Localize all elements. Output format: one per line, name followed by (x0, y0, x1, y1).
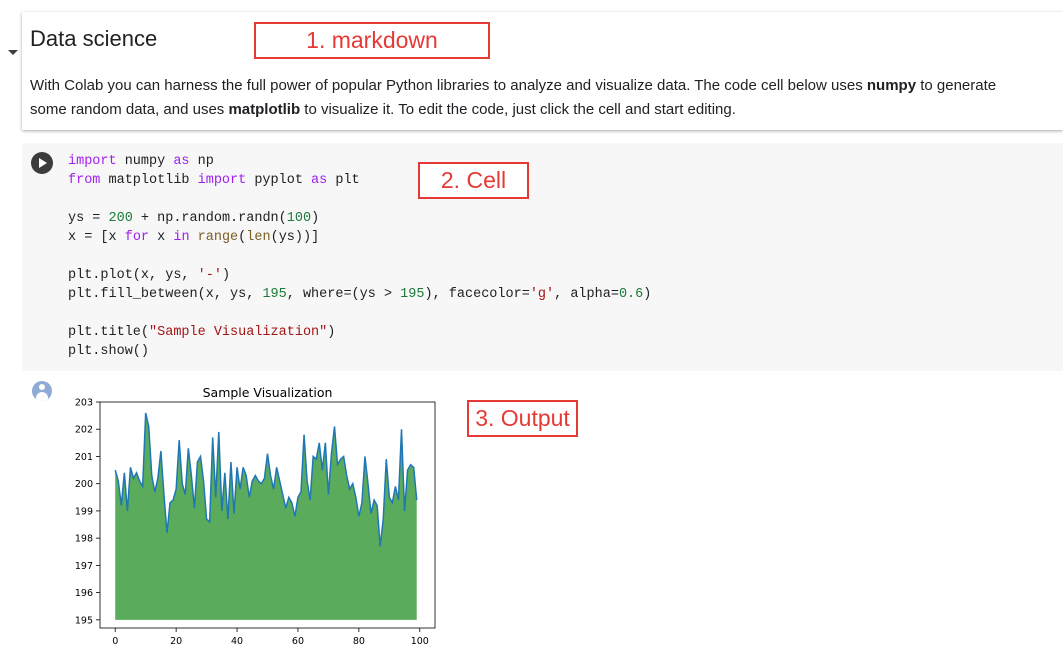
code-line: from matplotlib import pyplot as plt (68, 173, 360, 188)
matplotlib-bold: matplotlib (228, 101, 301, 118)
numpy-bold: numpy (866, 77, 917, 94)
section-heading: Data science (30, 26, 158, 51)
x-tick-label: 40 (231, 636, 243, 644)
markdown-paragraph: With Colab you can harness the full powe… (30, 77, 997, 118)
sample-visualization-chart: Sample Visualization19519619719819920020… (75, 385, 436, 644)
code-line: plt.show() (68, 344, 150, 359)
x-tick-label: 80 (353, 636, 365, 644)
annotation-markdown: 1. markdown (254, 22, 490, 59)
code-line: plt.title("Sample Visualization") (68, 325, 336, 340)
y-tick-label: 195 (75, 615, 93, 626)
y-tick-label: 201 (75, 452, 93, 463)
series-line (114, 412, 418, 547)
y-tick-label: 203 (75, 398, 93, 409)
y-tick-label: 202 (75, 425, 93, 436)
y-tick-label: 196 (75, 588, 93, 599)
y-tick-label: 199 (75, 506, 93, 517)
x-tick-label: 0 (112, 636, 118, 644)
annotation-output: 3. Output (467, 400, 578, 437)
markdown-cell[interactable]: Data science With Colab you can harness … (8, 12, 1063, 130)
code-line: import numpy as np (68, 154, 214, 169)
x-tick-label: 60 (292, 636, 304, 644)
code-line: ys = 200 + np.random.randn(100) (68, 211, 320, 226)
y-tick-label: 197 (75, 561, 93, 572)
code-editor[interactable]: import numpy as np from matplotlib impor… (68, 152, 651, 361)
x-tick-label: 100 (411, 636, 429, 644)
code-cell[interactable]: import numpy as np from matplotlib impor… (22, 143, 1063, 371)
output-avatar-icon[interactable] (32, 381, 52, 401)
code-line: plt.fill_between(x, ys, 195, where=(ys >… (68, 287, 652, 302)
fill-area (115, 412, 417, 620)
y-tick-label: 200 (75, 479, 93, 490)
plot-frame (99, 401, 436, 629)
y-tick-label: 198 (75, 534, 93, 545)
annotation-cell: 2. Cell (418, 162, 529, 199)
code-line: plt.plot(x, ys, '-') (68, 268, 231, 283)
run-cell-button[interactable] (31, 152, 53, 174)
code-line: x = [x for x in range(len(ys))] (68, 230, 320, 245)
collapse-arrow-icon[interactable] (8, 50, 18, 55)
chart-title: Sample Visualization (203, 385, 333, 400)
x-tick-label: 20 (170, 636, 182, 644)
